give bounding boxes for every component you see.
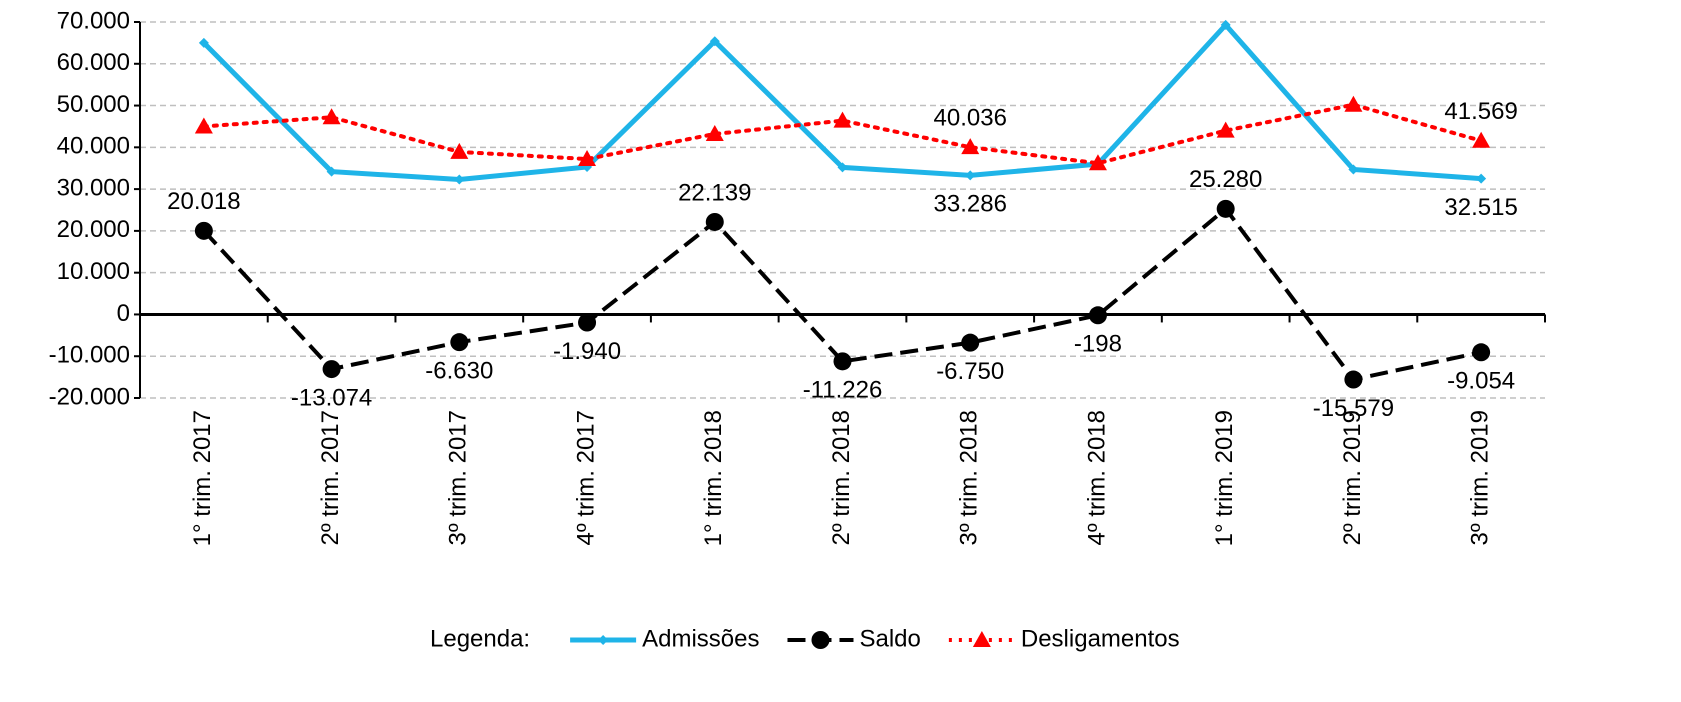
point (1472, 343, 1491, 362)
y-tick-label: 30.000 (57, 174, 130, 201)
legend-label: Admissões (642, 625, 759, 652)
legend-title: Legenda: (430, 625, 530, 652)
point (322, 360, 341, 379)
y-tick-label: 60.000 (57, 49, 130, 76)
point (1216, 199, 1235, 218)
point (198, 37, 209, 48)
data-label: 33.286 (934, 191, 1007, 218)
x-tick-label: 4º trim. 2018 (1083, 410, 1110, 546)
data-label: -198 (1074, 331, 1122, 358)
y-tick-label: 70.000 (57, 7, 130, 34)
data-label: 40.036 (934, 105, 1007, 132)
x-tick-label: 2º trim. 2019 (1339, 410, 1366, 546)
data-label: -11.226 (803, 377, 883, 404)
y-tick-label: 50.000 (57, 91, 130, 118)
point (1472, 131, 1491, 148)
point (194, 117, 213, 134)
legend-marker (598, 635, 609, 645)
data-label: -1.940 (553, 338, 621, 365)
legend-label: Desligamentos (1021, 625, 1180, 652)
legend-marker (972, 631, 991, 647)
y-tick-label: 40.000 (57, 133, 130, 160)
point (1088, 306, 1107, 325)
series-line (202, 205, 1482, 382)
data-label: 25.280 (1189, 166, 1262, 193)
point (578, 150, 597, 167)
point (194, 221, 213, 240)
data-label: 41.569 (1444, 98, 1517, 125)
y-tick-label: 0 (117, 300, 130, 327)
x-tick-label: 3º trim. 2019 (1466, 410, 1493, 546)
point (961, 333, 980, 352)
point (709, 36, 720, 47)
point (454, 174, 465, 185)
point (965, 170, 976, 181)
x-tick-label: 1° trim. 2019 (1211, 410, 1238, 546)
point (1216, 121, 1235, 138)
point (322, 108, 341, 125)
data-label: 32.515 (1444, 194, 1517, 221)
point (1348, 164, 1359, 175)
x-tick-label: 4º trim. 2017 (572, 410, 599, 546)
series-line (201, 102, 1484, 166)
point (961, 138, 980, 155)
data-label: -13.074 (291, 384, 372, 411)
point (833, 352, 852, 371)
y-tick-label: -10.000 (49, 342, 130, 369)
x-tick-label: 2º trim. 2017 (317, 410, 344, 546)
y-tick-label: 10.000 (57, 258, 130, 285)
point (837, 162, 848, 173)
data-label: -15.579 (1313, 395, 1394, 422)
data-label: -9.054 (1447, 368, 1515, 395)
point (1344, 95, 1363, 112)
point (1344, 370, 1363, 389)
legend-marker (811, 631, 830, 649)
point (705, 124, 724, 141)
data-label: -6.750 (936, 358, 1004, 385)
point (1476, 173, 1487, 184)
point (1220, 19, 1231, 30)
point (450, 142, 469, 159)
y-tick-label: 20.000 (57, 216, 130, 243)
point (1088, 154, 1107, 171)
y-tick-label: -20.000 (49, 383, 130, 410)
x-tick-label: 1° trim. 2018 (700, 410, 727, 546)
x-tick-label: 1° trim. 2017 (189, 410, 216, 546)
data-label: 22.139 (678, 179, 751, 206)
x-tick-label: 3º trim. 2018 (956, 410, 983, 546)
point (326, 166, 337, 177)
data-label: 20.018 (167, 188, 240, 215)
x-tick-label: 3º trim. 2017 (445, 410, 472, 546)
point (450, 333, 469, 352)
point (833, 111, 852, 128)
legend-label: Saldo (859, 625, 920, 652)
point (705, 212, 724, 231)
point (578, 313, 597, 332)
x-tick-label: 2º trim. 2018 (828, 410, 855, 546)
series-line (202, 21, 1482, 183)
data-label: -6.630 (425, 357, 493, 384)
